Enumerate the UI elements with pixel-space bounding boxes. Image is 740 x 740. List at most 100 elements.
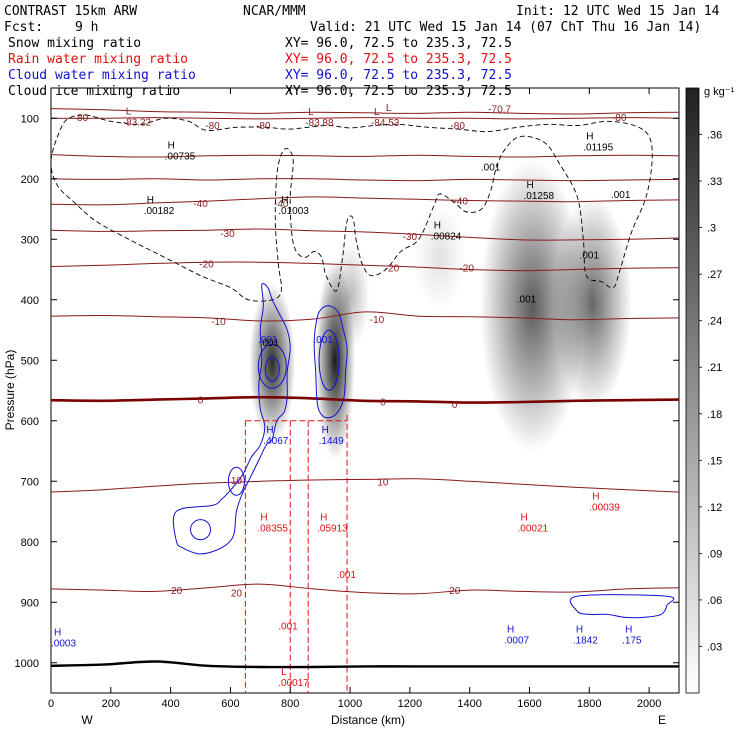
extremum-kind: H <box>586 131 593 142</box>
cloud-water-ring <box>190 519 212 541</box>
cloud-ice-label: .001 <box>260 338 280 349</box>
surface-pressure-line <box>51 660 679 669</box>
cloud-water-ring <box>264 356 280 382</box>
isotherm-line <box>51 117 679 120</box>
snow-shade-blob <box>552 196 632 410</box>
isotherm-line <box>51 478 679 493</box>
extremum-value: .001 <box>337 570 357 581</box>
extremum-value: -84.53 <box>371 118 400 129</box>
field-xy: XY= 96.0, 72.5 to 235.3, 72.5 <box>285 68 512 83</box>
rain-water-contours <box>244 414 348 693</box>
isotherm-label: 20 <box>171 586 183 597</box>
extremum-value: .0007 <box>504 636 529 647</box>
isotherm-label: 0 <box>380 397 386 408</box>
colorbar-tick-label: .12 <box>707 502 722 514</box>
extremum-value: .1842 <box>573 636 598 647</box>
isotherm-label: -20 <box>385 264 400 275</box>
center-title: NCAR/MMM <box>243 4 306 19</box>
cloud-ice-label: .001 <box>517 295 537 306</box>
x-tick-label: 1800 <box>577 698 601 710</box>
isotherm-label: -40 <box>193 199 208 210</box>
y-tick-label: 800 <box>21 537 39 549</box>
snow-shade-blob <box>330 243 370 350</box>
colorbar-tick-label: .18 <box>707 409 722 421</box>
extremum-kind: H <box>260 513 267 524</box>
isotherm-label: -40 <box>274 199 289 210</box>
colorbar-tick-label: .3 <box>707 223 716 235</box>
x-end-label-east: E <box>658 713 666 727</box>
isotherm-label: 0 <box>452 400 458 411</box>
x-end-label-west: W <box>81 713 93 727</box>
cloud-ice-label: .001 <box>580 250 600 261</box>
isotherm-label: -80 <box>205 121 220 132</box>
isotherm-line <box>51 178 679 182</box>
x-tick-label: 800 <box>281 698 299 710</box>
colorbar-tick-label: .09 <box>707 548 722 560</box>
y-tick-label: 400 <box>21 295 39 307</box>
extremum-value: .00017 <box>278 678 309 689</box>
extremum-value: .1449 <box>319 436 344 447</box>
field-xy: XY= 96.0, 72.5 to 235.3, 72.5 <box>285 36 512 51</box>
colorbar-tick-label: .15 <box>707 455 722 467</box>
y-tick-label: 900 <box>21 597 39 609</box>
x-tick-label: 2000 <box>637 698 661 710</box>
cloud-water-ring <box>318 329 340 391</box>
colorbar-tick-label: .36 <box>707 130 722 142</box>
isotherm-label: 20 <box>449 586 461 597</box>
y-tick-label: 100 <box>21 113 39 125</box>
extremum-value: .01003 <box>278 206 309 217</box>
extremum-kind: H <box>54 628 61 639</box>
extremum-value: .05913 <box>317 524 348 535</box>
x-tick-label: 400 <box>161 698 179 710</box>
isotherm-line <box>51 154 679 158</box>
field-xy: XY= 96.0, 72.5 to 235.3, 72.5 <box>285 84 512 99</box>
isotherm-label: -10 <box>370 315 385 326</box>
extremum-value: .01195 <box>583 142 613 153</box>
isotherm-label: -30 <box>220 229 235 240</box>
extremum-value: .00824 <box>431 231 462 242</box>
isotherm-label: 10 <box>377 477 389 488</box>
extremum-kind: H <box>592 491 599 502</box>
cloud-water-outline <box>313 305 348 419</box>
isotherm-label: -80 <box>74 113 89 124</box>
field-xy: XY= 96.0, 72.5 to 235.3, 72.5 <box>285 52 512 67</box>
axes: 0 200 400 600 800 1000 1200 1400 1600 1800 2000100… <box>15 88 679 710</box>
y-tick-label: 1000 <box>15 658 39 670</box>
isotherm-label: -80 <box>450 121 465 132</box>
isotherm-line <box>51 311 679 322</box>
model-title: CONTRAST 15km ARW <box>4 4 137 19</box>
extremum-value: .00021 <box>518 524 549 535</box>
x-tick-label: 200 <box>102 698 120 710</box>
cloud-water-ring <box>257 343 287 389</box>
cloud-water-outline <box>569 594 675 619</box>
plot-frame <box>50 87 680 694</box>
extremum-kind: L <box>386 103 392 114</box>
x-tick-label: 600 <box>221 698 239 710</box>
field-list: Snow mixing ratio XY= 96.0, 72.5 to 235.3… <box>8 36 512 99</box>
extremum-kind: H <box>526 180 533 191</box>
isotherm-line <box>51 196 679 206</box>
extremum-kind: H <box>147 195 154 206</box>
colorbar-tick-label: .03 <box>707 641 722 653</box>
cloud-water-label: .001 <box>258 335 278 346</box>
header: CONTRAST 15km ARW NCAR/MMM Init: 12 UTC … <box>4 4 720 35</box>
extremum-value: .01258 <box>523 191 554 202</box>
extremum-kind: H <box>281 195 288 206</box>
cloud-ice-label: .001 <box>611 190 631 201</box>
y-tick-label: 700 <box>21 476 39 488</box>
colorbar-tick-label: .21 <box>707 362 722 374</box>
fcst-value: 9 h <box>75 20 98 35</box>
x-tick-label: 1400 <box>457 698 481 710</box>
extremum-kind: H <box>168 141 175 152</box>
isotherm-line <box>51 228 679 241</box>
snow-shading <box>249 159 632 461</box>
init-time: Init: 12 UTC Wed 15 Jan 14 <box>516 4 720 19</box>
fcst-label: Fcst: <box>4 20 43 35</box>
isotherm-label: -10 <box>211 317 226 328</box>
cloud-ice-outline <box>51 114 653 302</box>
x-axis-label: Distance (km) <box>331 713 405 727</box>
y-axis-label: Pressure (hPa) <box>3 350 17 431</box>
extremum-kind: L <box>281 667 287 678</box>
surface-line <box>51 660 679 669</box>
extremum-kind: H <box>576 625 583 636</box>
